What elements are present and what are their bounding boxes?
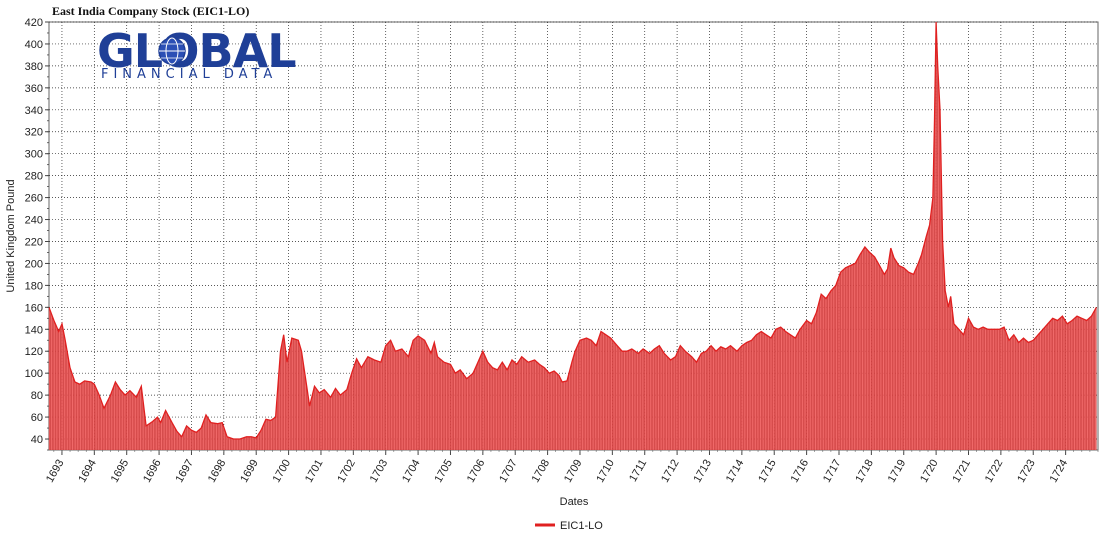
plot-area: 40 60 80 100 120 140 160 180 200 220 240 260 280 300 3… [25, 17, 1099, 485]
grid-lines [49, 21, 1098, 450]
logo-sub-text: FINANCIAL DATA [101, 67, 277, 82]
y-tick-label: 100 [25, 368, 43, 380]
y-tick-label: 380 [25, 61, 43, 73]
y-tick-label: 320 [25, 127, 43, 139]
y-tick-label: 260 [25, 193, 43, 205]
y-axis-title: United Kingdom Pound [5, 179, 17, 292]
y-tick-label: 200 [25, 258, 43, 270]
y-tick-label: 180 [25, 280, 43, 292]
legend: EIC1-LO [535, 520, 603, 532]
y-tick-label: 400 [25, 39, 43, 51]
chart-title: East India Company Stock (EIC1-LO) [52, 4, 249, 18]
y-tick-label: 160 [25, 302, 43, 314]
y-tick-label: 140 [25, 324, 43, 336]
logo-main-text: GLOBAL [97, 24, 296, 78]
y-tick-label: 60 [31, 412, 43, 424]
series-layer [48, 21, 1097, 450]
y-tick-label: 220 [25, 236, 43, 248]
global-financial-data-logo: GLOBAL FINANCIAL DATA [97, 24, 297, 82]
y-tick-label: 360 [25, 83, 43, 95]
globe-icon [158, 37, 186, 65]
y-axis: 40 60 80 100 120 140 160 180 200 220 240 260 280 300 3… [25, 17, 49, 451]
y-tick-label: 300 [25, 149, 43, 161]
series-area-eic1-lo [49, 22, 1097, 450]
y-tick-label: 240 [25, 215, 43, 227]
y-tick-label: 420 [25, 17, 43, 29]
legend-label-eic1-lo: EIC1-LO [560, 520, 603, 532]
y-tick-label: 120 [25, 346, 43, 358]
y-tick-label: 340 [25, 105, 43, 117]
x-axis-title: Dates [560, 496, 589, 508]
y-tick-label: 40 [31, 434, 43, 446]
y-tick-label: 280 [25, 171, 43, 183]
y-tick-label: 80 [31, 390, 43, 402]
series-line-eic1-lo [48, 21, 1097, 440]
